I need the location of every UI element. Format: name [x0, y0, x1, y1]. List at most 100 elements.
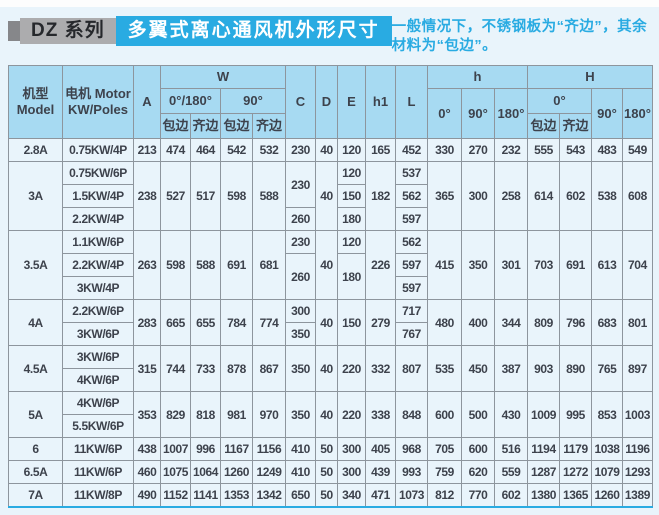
data-cell: 410 — [285, 437, 316, 461]
data-cell: 6 — [8, 437, 63, 461]
data-cell: 430 — [494, 391, 528, 438]
header-cell: 包边 — [527, 113, 560, 139]
data-cell: 543 — [559, 138, 592, 162]
data-cell: 602 — [559, 161, 592, 231]
data-cell: 11KW/8P — [62, 483, 134, 507]
data-cell: 703 — [527, 230, 560, 300]
table-row: 2.8A 0.75KW/4P 213 474 464 542 532 230 40 120 165 4… — [8, 138, 653, 162]
data-cell: 767 — [395, 322, 428, 346]
data-cell: 301 — [494, 230, 528, 300]
table-row: 包边 齐边 包边 齐边 包边 齐边 — [9, 113, 653, 139]
data-cell: 890 — [559, 345, 592, 392]
data-cell: 405 — [365, 437, 396, 461]
data-cell: 704 — [622, 230, 653, 300]
data-cell: 464 — [190, 138, 221, 162]
data-cell: 150 — [337, 184, 366, 208]
data-cell: 1152 — [160, 483, 191, 507]
data-cell: 4A — [8, 299, 63, 346]
data-cell: 1167 — [220, 437, 253, 461]
data-cell: 230 — [285, 161, 316, 208]
data-cell: 1272 — [559, 460, 592, 484]
data-cell: 903 — [527, 345, 560, 392]
data-cell: 996 — [190, 437, 221, 461]
table-row: 3.5A 1.1KW/6P 263 598 588 691 681 230 40 120 226 56… — [8, 230, 653, 300]
data-cell: 450 — [461, 345, 495, 392]
data-cell: 270 — [461, 138, 495, 162]
data-cell: 1353 — [220, 483, 253, 507]
header-cell: E — [337, 65, 366, 139]
data-cell: 230 — [285, 230, 316, 254]
table-row: 5A 4KW/6P 353 829 818 981 970 350 40 220 338 848 600… — [8, 391, 653, 438]
data-cell: 765 — [591, 345, 623, 392]
table-row: 5.5KW/6P — [9, 414, 653, 438]
data-cell: 614 — [527, 161, 560, 231]
data-cell: 549 — [622, 138, 653, 162]
data-cell: 490 — [133, 483, 161, 507]
data-cell: 40 — [315, 138, 338, 162]
table-row: 4A 2.2KW/6P 283 665 655 784 774 300 40 150 279 717 4… — [8, 299, 653, 346]
data-cell: 717 — [395, 299, 428, 323]
data-cell: 11KW/6P — [62, 460, 134, 484]
data-cell: 535 — [427, 345, 462, 392]
data-cell: 1075 — [160, 460, 191, 484]
data-cell: 0.75KW/6P — [62, 161, 134, 185]
header-cell: H — [527, 65, 653, 89]
data-cell: 180 — [337, 207, 366, 231]
data-cell: 829 — [160, 391, 191, 438]
data-cell: 555 — [527, 138, 560, 162]
header-cell: 180° — [622, 88, 653, 139]
data-cell: 774 — [252, 299, 286, 346]
data-cell: 338 — [365, 391, 396, 438]
data-cell: 0.75KW/4P — [62, 138, 134, 162]
data-cell: 517 — [190, 161, 221, 231]
data-cell: 3KW/6P — [62, 345, 134, 369]
data-cell: 1194 — [527, 437, 560, 461]
data-cell: 970 — [252, 391, 286, 438]
data-cell: 213 — [133, 138, 161, 162]
data-cell: 759 — [427, 460, 462, 484]
data-cell: 3KW/4P — [62, 276, 134, 300]
data-cell: 1365 — [559, 483, 592, 507]
data-cell: 165 — [365, 138, 396, 162]
data-cell: 1003 — [622, 391, 653, 438]
data-cell: 1.5KW/4P — [62, 184, 134, 208]
data-cell: 613 — [591, 230, 623, 300]
data-cell: 120 — [337, 138, 366, 162]
table-row: 6.5A 11KW/6P 460 1075 1064 1260 1249 410 50 300 43… — [8, 460, 653, 484]
data-cell: 438 — [133, 437, 161, 461]
data-cell: 600 — [427, 391, 462, 438]
data-cell: 537 — [395, 161, 428, 185]
data-cell: 562 — [395, 230, 428, 254]
data-cell: 350 — [285, 345, 316, 392]
data-cell: 300 — [285, 299, 316, 323]
header-cell: 齐边 — [559, 113, 592, 139]
data-cell: 40 — [315, 345, 338, 392]
data-cell: 120 — [337, 230, 366, 254]
series-label: DZ 系列 — [20, 18, 116, 44]
header-cell: W — [160, 65, 286, 89]
data-cell: 598 — [160, 230, 191, 300]
data-cell: 40 — [315, 161, 338, 231]
data-cell: 415 — [427, 230, 462, 300]
data-cell: 691 — [559, 230, 592, 300]
header-cell: h — [427, 65, 528, 89]
data-cell: 620 — [461, 460, 495, 484]
data-cell: 439 — [365, 460, 396, 484]
data-cell: 230 — [285, 138, 316, 162]
data-cell: 1141 — [190, 483, 221, 507]
data-cell: 1179 — [559, 437, 592, 461]
data-cell: 279 — [365, 299, 396, 346]
data-cell: 1287 — [527, 460, 560, 484]
data-cell: 315 — [133, 345, 161, 392]
data-cell: 226 — [365, 230, 396, 300]
title-bar: DZ 系列 多翼式离心通风机外形尺寸 — [8, 15, 392, 47]
data-cell: 598 — [220, 161, 253, 231]
data-cell: 350 — [285, 322, 316, 346]
data-cell: 460 — [133, 460, 161, 484]
data-cell: 867 — [252, 345, 286, 392]
data-cell: 471 — [365, 483, 396, 507]
data-cell: 452 — [395, 138, 428, 162]
data-cell: 238 — [133, 161, 161, 231]
data-cell: 6.5A — [8, 460, 63, 484]
data-cell: 812 — [427, 483, 462, 507]
